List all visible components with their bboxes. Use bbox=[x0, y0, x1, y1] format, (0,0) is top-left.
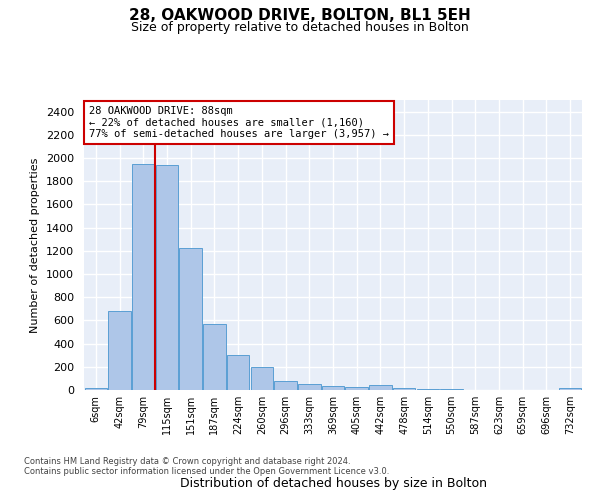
Bar bbox=[251, 367, 273, 390]
Bar bbox=[322, 386, 344, 390]
Bar bbox=[109, 311, 131, 390]
Bar bbox=[298, 384, 320, 390]
Y-axis label: Number of detached properties: Number of detached properties bbox=[31, 158, 40, 332]
Text: Distribution of detached houses by size in Bolton: Distribution of detached houses by size … bbox=[179, 477, 487, 490]
Bar bbox=[85, 388, 107, 390]
Bar bbox=[274, 380, 297, 390]
Bar bbox=[156, 165, 178, 390]
Bar bbox=[346, 386, 368, 390]
Bar bbox=[227, 354, 250, 390]
Bar bbox=[179, 248, 202, 390]
Text: Contains HM Land Registry data © Crown copyright and database right 2024.: Contains HM Land Registry data © Crown c… bbox=[24, 458, 350, 466]
Bar bbox=[369, 386, 392, 390]
Text: 28, OAKWOOD DRIVE, BOLTON, BL1 5EH: 28, OAKWOOD DRIVE, BOLTON, BL1 5EH bbox=[129, 8, 471, 22]
Bar bbox=[393, 388, 415, 390]
Bar bbox=[132, 164, 155, 390]
Text: Size of property relative to detached houses in Bolton: Size of property relative to detached ho… bbox=[131, 21, 469, 34]
Text: Contains public sector information licensed under the Open Government Licence v3: Contains public sector information licen… bbox=[24, 468, 389, 476]
Bar bbox=[416, 389, 439, 390]
Bar bbox=[559, 388, 581, 390]
Bar bbox=[203, 324, 226, 390]
Text: 28 OAKWOOD DRIVE: 88sqm
← 22% of detached houses are smaller (1,160)
77% of semi: 28 OAKWOOD DRIVE: 88sqm ← 22% of detache… bbox=[89, 106, 389, 139]
